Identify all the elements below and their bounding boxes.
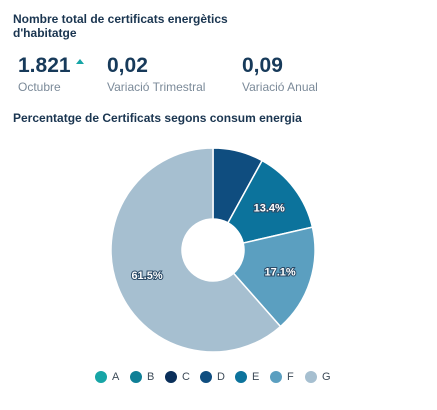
kpi-total-label: Octubre xyxy=(18,80,61,94)
legend-item-G[interactable]: G xyxy=(305,371,340,383)
kpi-annual: 0,09 Variació Anual xyxy=(242,54,318,94)
chart-title: Percentatge de Certificats segons consum… xyxy=(13,111,302,125)
page-title: Nombre total de certificats energètics d… xyxy=(13,12,228,40)
legend-swatch-icon xyxy=(130,371,142,383)
legend-item-D[interactable]: D xyxy=(200,371,235,383)
kpi-total: 1.821 Octubre xyxy=(18,54,84,94)
kpi-total-value: 1.821 xyxy=(18,54,84,78)
legend-swatch-icon xyxy=(235,371,247,383)
data-label-E: 13.4% xyxy=(254,202,285,214)
kpi-annual-value: 0,09 xyxy=(242,54,283,77)
slice-E[interactable] xyxy=(226,159,314,244)
kpi-quarterly: 0,02 Variació Trimestral xyxy=(107,54,205,94)
legend-label: C xyxy=(182,371,190,383)
legend-swatch-icon xyxy=(200,371,212,383)
legend-label: F xyxy=(287,371,294,383)
legend-item-E[interactable]: E xyxy=(235,371,270,383)
legend-label: A xyxy=(112,371,120,383)
legend-swatch-icon xyxy=(305,371,317,383)
chart-legend: A B C D E F G xyxy=(95,371,340,383)
legend-item-C[interactable]: C xyxy=(165,371,200,383)
trend-up-icon xyxy=(75,58,84,64)
data-label-G: 61.5% xyxy=(131,270,162,282)
data-label-F: 17.1% xyxy=(265,267,296,279)
legend-label: E xyxy=(252,371,260,383)
slice-F[interactable] xyxy=(232,226,316,328)
kpi-quarterly-label: Variació Trimestral xyxy=(107,80,206,94)
legend-swatch-icon xyxy=(165,371,177,383)
legend-item-A[interactable]: A xyxy=(95,371,130,383)
legend-label: B xyxy=(147,371,155,383)
legend-item-F[interactable]: F xyxy=(270,371,305,383)
kpi-annual-label: Variació Anual xyxy=(242,80,318,94)
legend-item-B[interactable]: B xyxy=(130,371,165,383)
legend-swatch-icon xyxy=(95,371,107,383)
kpi-quarterly-value: 0,02 xyxy=(107,54,148,77)
donut-chart: 13.4% 17.1% 61.5% xyxy=(110,147,316,353)
legend-swatch-icon xyxy=(270,371,282,383)
legend-label: D xyxy=(217,371,225,383)
legend-label: G xyxy=(322,371,331,383)
slice-G[interactable] xyxy=(110,147,282,353)
